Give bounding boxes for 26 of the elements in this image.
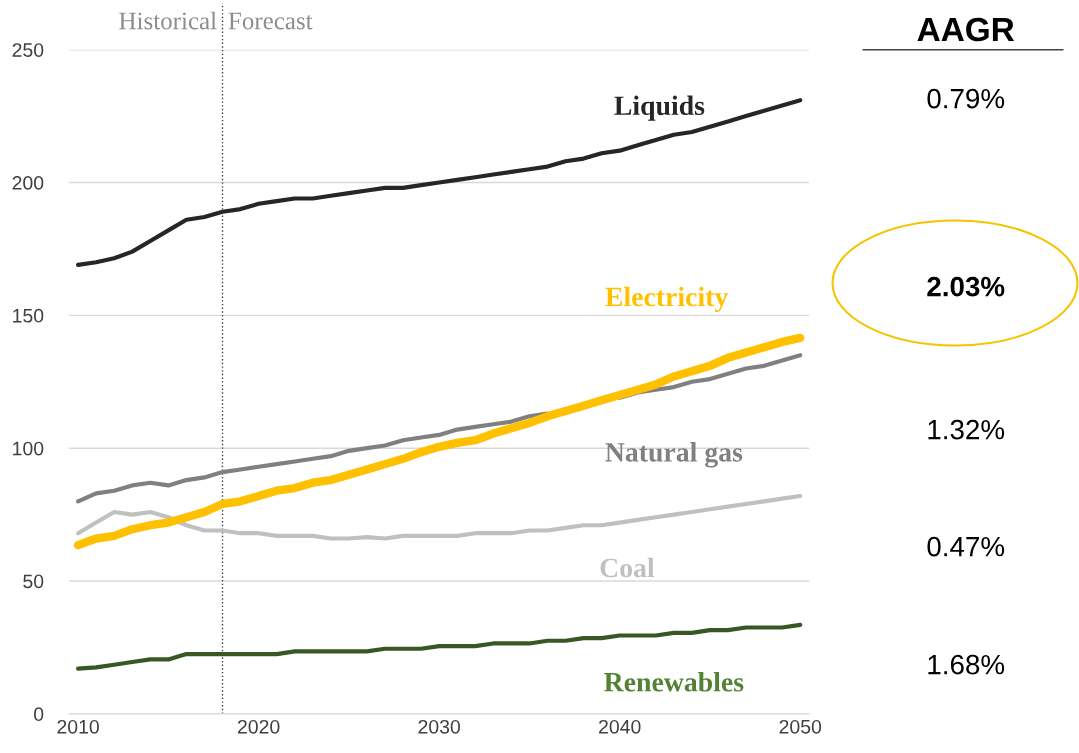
text: 0.79% bbox=[927, 88, 1005, 109]
text: 1.32% bbox=[928, 419, 1005, 440]
series-label: Natural gas bbox=[605, 442, 743, 468]
x-tick-label: 2020 bbox=[237, 719, 280, 734]
text: 1.68% bbox=[928, 654, 1005, 675]
x-tick-label: 2030 bbox=[418, 719, 461, 734]
text: Historical bbox=[119, 11, 217, 30]
y-tick-label: 0 bbox=[34, 707, 44, 722]
y-tick-label: 150 bbox=[13, 308, 44, 323]
series-label: Renewables bbox=[604, 672, 744, 692]
y-tick-label: 100 bbox=[13, 441, 44, 456]
text: Forecast bbox=[228, 12, 313, 30]
text: 2.03% bbox=[927, 276, 1005, 297]
series-label: Electricity bbox=[605, 286, 729, 313]
y-tick-label: 250 bbox=[12, 43, 44, 57]
series-label: Liquids bbox=[614, 95, 705, 121]
x-tick-label: 2010 bbox=[57, 719, 99, 734]
text: AAGR bbox=[917, 17, 1015, 42]
x-tick-label: 2050 bbox=[779, 719, 822, 734]
y-tick-label: 200 bbox=[12, 176, 44, 190]
y-tick-label: 50 bbox=[23, 574, 44, 589]
text: 0.47% bbox=[927, 536, 1005, 557]
x-tick-label: 2040 bbox=[599, 719, 641, 734]
series-label: Coal bbox=[600, 557, 655, 578]
line-series bbox=[75, 493, 803, 541]
line-series bbox=[75, 622, 803, 671]
